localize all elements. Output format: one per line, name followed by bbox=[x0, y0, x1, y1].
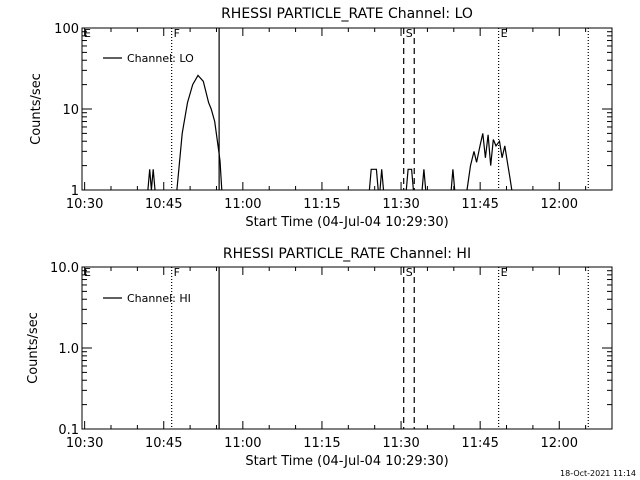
series-line-segment bbox=[466, 133, 513, 191]
y-axis-label: Counts/sec bbox=[26, 312, 41, 384]
time-marker-label: E bbox=[84, 27, 91, 40]
x-tick-label: 10:30 bbox=[66, 197, 103, 212]
panel-title: RHESSI PARTICLE_RATE Channel: HI bbox=[223, 246, 471, 262]
series-line-segment bbox=[450, 169, 456, 191]
axis-ticks: 10:30 10:45 11:00 11:15 11:30 11:45 12:00 1 10 10… bbox=[54, 22, 613, 212]
panel-lo-channel: RHESSI PARTICLE_RATE Channel: LO Counts/… bbox=[29, 6, 613, 230]
data-series bbox=[147, 74, 513, 191]
x-tick-label: 12:00 bbox=[541, 436, 578, 451]
y-tick-label: 100 bbox=[54, 22, 79, 37]
time-marker-label: E bbox=[501, 27, 508, 40]
x-tick-label: 11:15 bbox=[303, 436, 340, 451]
x-tick-label: 10:30 bbox=[66, 436, 103, 451]
series-line-segment bbox=[405, 168, 414, 191]
x-tick-label: 11:45 bbox=[461, 436, 498, 451]
time-marker-label: E bbox=[84, 266, 91, 279]
time-marker-label: F bbox=[174, 27, 180, 40]
x-tick-label: 10:45 bbox=[145, 436, 182, 451]
y-tick-label: 1 bbox=[71, 184, 79, 199]
x-tick-label: 11:00 bbox=[224, 197, 261, 212]
x-tick-label: 11:30 bbox=[382, 436, 419, 451]
panel-hi-channel: RHESSI PARTICLE_RATE Channel: HI Counts/… bbox=[26, 246, 613, 469]
y-tick-label: 1.0 bbox=[58, 342, 79, 357]
series-line-segment bbox=[147, 169, 156, 191]
x-tick-label: 10:45 bbox=[145, 197, 182, 212]
x-tick-label: 11:15 bbox=[303, 197, 340, 212]
legend: Channel: LO bbox=[103, 52, 194, 65]
x-tick-label: 11:00 bbox=[224, 436, 261, 451]
x-tick-label: 12:00 bbox=[541, 197, 578, 212]
x-axis-label: Start Time (04-Jul-04 10:29:30) bbox=[245, 215, 448, 230]
time-marker-label: S bbox=[406, 266, 413, 279]
y-tick-label: 0.1 bbox=[58, 423, 79, 438]
x-axis-label: Start Time (04-Jul-04 10:29:30) bbox=[245, 454, 448, 469]
time-marker-label: F bbox=[174, 266, 180, 279]
x-tick-label: 11:30 bbox=[382, 197, 419, 212]
legend-entry: Channel: LO bbox=[127, 52, 194, 65]
y-tick-label: 10.0 bbox=[50, 261, 79, 276]
legend-entry: Channel: HI bbox=[127, 292, 191, 305]
footer-timestamp: 18-Oct-2021 11:14 bbox=[560, 469, 636, 478]
series-line-segment bbox=[176, 74, 223, 191]
y-tick-label: 10 bbox=[62, 103, 79, 118]
legend: Channel: HI bbox=[103, 292, 191, 305]
y-axis-label: Counts/sec bbox=[29, 73, 44, 145]
time-marker-label: S bbox=[406, 27, 413, 40]
time-marker-label: E bbox=[501, 266, 508, 279]
axis-ticks: 10:30 10:45 11:00 11:15 11:30 11:45 12:00 0.1 1.… bbox=[50, 261, 613, 451]
panel-title: RHESSI PARTICLE_RATE Channel: LO bbox=[221, 6, 473, 22]
series-line-segment bbox=[379, 169, 385, 191]
series-line-segment bbox=[368, 168, 379, 191]
x-tick-label: 11:45 bbox=[461, 197, 498, 212]
series-line-segment bbox=[421, 169, 427, 191]
